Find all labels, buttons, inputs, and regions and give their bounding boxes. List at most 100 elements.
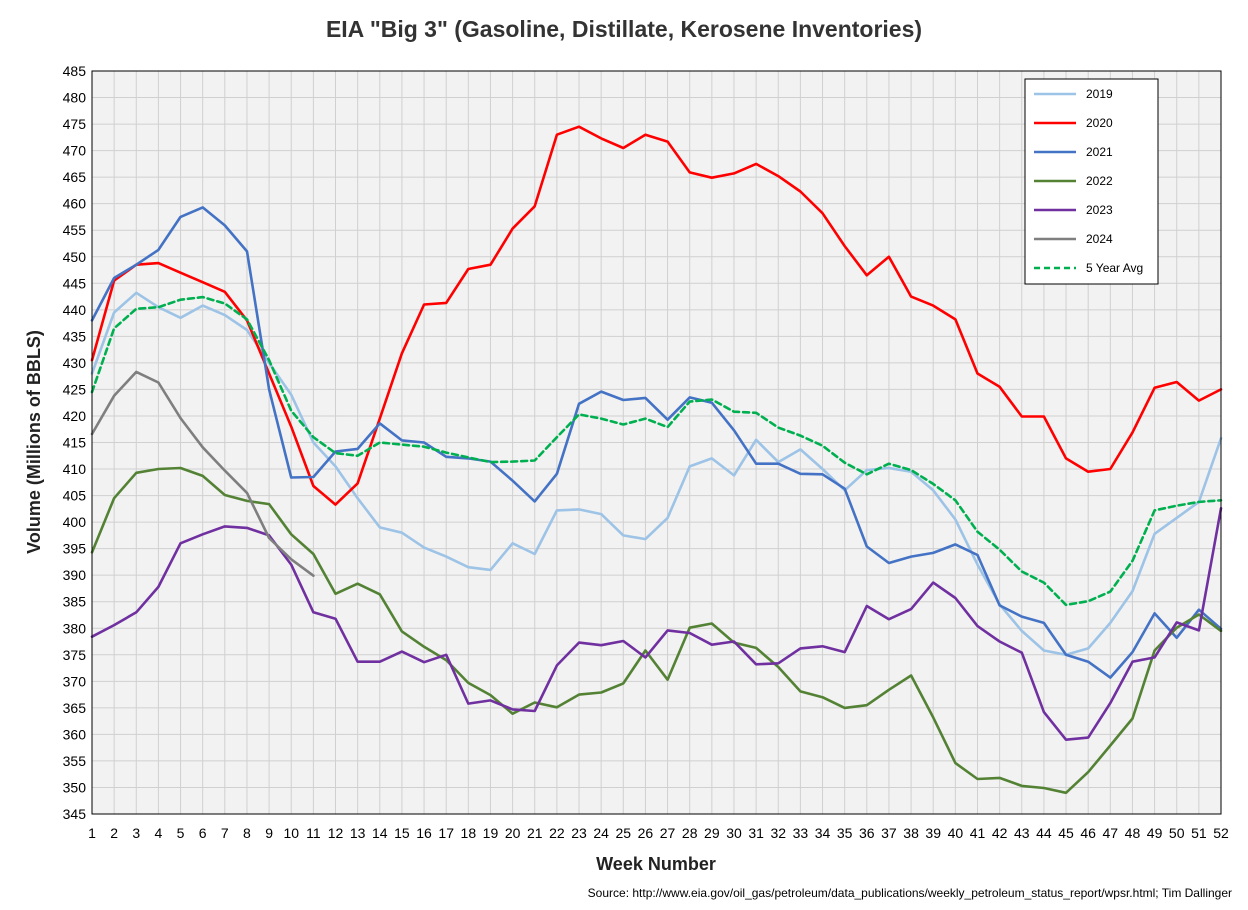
y-tick-label: 400 — [63, 514, 87, 530]
y-tick-label: 475 — [63, 116, 87, 132]
x-tick-label: 51 — [1191, 825, 1207, 841]
x-tick-labels: 1 2 3 4 5 6 7 8 9 10 11 12 13 14 15 16 17 18 19 20 21 22 23 24 2… — [88, 825, 1229, 841]
y-tick-label: 445 — [63, 275, 87, 291]
y-tick-label: 470 — [63, 143, 87, 159]
x-tick-label: 1 — [88, 825, 96, 841]
x-tick-label: 16 — [416, 825, 432, 841]
x-tick-label: 35 — [837, 825, 853, 841]
y-tick-label: 415 — [63, 435, 87, 451]
x-tick-label: 37 — [881, 825, 897, 841]
chart-title: EIA "Big 3" (Gasoline, Distillate, Keros… — [325, 16, 923, 42]
x-tick-label: 28 — [682, 825, 698, 841]
y-tick-label: 390 — [63, 567, 87, 583]
series-line-2022 — [90, 466, 1223, 795]
series-line-5-year-avg — [90, 295, 1223, 607]
x-tick-label: 23 — [571, 825, 587, 841]
x-tick-label: 4 — [155, 825, 163, 841]
y-tick-label: 380 — [63, 620, 87, 636]
y-tick-label: 395 — [63, 541, 87, 557]
x-tick-label: 31 — [748, 825, 764, 841]
series-lines — [90, 125, 1223, 795]
x-tick-label: 20 — [505, 825, 521, 841]
y-tick-label: 435 — [63, 328, 87, 344]
y-tick-label: 430 — [63, 355, 87, 371]
x-tick-label: 48 — [1125, 825, 1141, 841]
y-tick-label: 455 — [63, 222, 87, 238]
x-tick-label: 27 — [660, 825, 676, 841]
x-tick-label: 5 — [177, 825, 185, 841]
y-tick-label: 345 — [63, 806, 87, 822]
x-tick-label: 21 — [527, 825, 543, 841]
x-tick-label: 44 — [1036, 825, 1052, 841]
x-tick-label: 39 — [925, 825, 941, 841]
x-tick-label: 36 — [859, 825, 875, 841]
x-tick-label: 34 — [815, 825, 831, 841]
x-tick-label: 13 — [350, 825, 366, 841]
x-tick-label: 10 — [283, 825, 299, 841]
x-tick-label: 46 — [1080, 825, 1096, 841]
y-axis-title: Volume (Millions of BBLS) — [24, 330, 44, 554]
x-tick-label: 3 — [132, 825, 140, 841]
series-line-2021 — [90, 206, 1223, 679]
x-tick-label: 18 — [461, 825, 477, 841]
legend-label: 2020 — [1086, 116, 1113, 130]
y-tick-label: 375 — [63, 647, 87, 663]
x-axis-title: Week Number — [596, 854, 716, 874]
x-tick-label: 12 — [328, 825, 344, 841]
x-tick-label: 8 — [243, 825, 251, 841]
x-tick-label: 29 — [704, 825, 720, 841]
x-tick-label: 15 — [394, 825, 410, 841]
y-tick-label: 410 — [63, 461, 87, 477]
series-line-2019 — [90, 291, 1223, 657]
x-tick-label: 7 — [221, 825, 229, 841]
y-tick-label: 420 — [63, 408, 87, 424]
x-tick-label: 9 — [265, 825, 273, 841]
x-tick-label: 19 — [483, 825, 499, 841]
y-tick-label: 485 — [63, 63, 87, 79]
x-tick-label: 50 — [1169, 825, 1185, 841]
grid-lines — [91, 70, 1222, 815]
source-note: Source: http://www.eia.gov/oil_gas/petro… — [587, 886, 1232, 900]
y-tick-label: 425 — [63, 381, 87, 397]
x-tick-label: 26 — [638, 825, 654, 841]
legend-label: 2019 — [1086, 87, 1113, 101]
y-tick-labels: 345 350 355 360 365 370 375 380 385 390 395 400 405 4… — [63, 63, 87, 822]
x-tick-label: 14 — [372, 825, 388, 841]
series-line-2024 — [90, 370, 315, 578]
y-tick-label: 350 — [63, 779, 87, 795]
legend: 2019 2020 2021 2022 2023 2024 5 Year Avg — [1024, 78, 1159, 285]
x-tick-label: 32 — [770, 825, 786, 841]
y-tick-label: 465 — [63, 169, 87, 185]
y-tick-label: 450 — [63, 249, 87, 265]
x-tick-label: 45 — [1058, 825, 1074, 841]
x-tick-label: 41 — [970, 825, 986, 841]
x-tick-label: 42 — [992, 825, 1008, 841]
x-tick-label: 47 — [1103, 825, 1119, 841]
y-tick-label: 360 — [63, 726, 87, 742]
plot-border — [91, 70, 1222, 815]
series-line-2020 — [90, 125, 1223, 506]
legend-label: 2023 — [1086, 203, 1113, 217]
y-tick-label: 365 — [63, 700, 87, 716]
y-tick-label: 460 — [63, 196, 87, 212]
y-tick-label: 405 — [63, 488, 87, 504]
x-tick-label: 30 — [726, 825, 742, 841]
x-tick-label: 6 — [199, 825, 207, 841]
legend-label: 2024 — [1086, 232, 1113, 246]
legend-label: 2021 — [1086, 145, 1113, 159]
x-tick-label: 2 — [110, 825, 118, 841]
y-tick-label: 355 — [63, 753, 87, 769]
y-tick-label: 480 — [63, 90, 87, 106]
x-tick-label: 24 — [593, 825, 609, 841]
x-tick-label: 52 — [1213, 825, 1229, 841]
x-tick-label: 11 — [306, 825, 321, 841]
x-tick-label: 38 — [903, 825, 919, 841]
y-tick-label: 385 — [63, 594, 87, 610]
legend-label: 2022 — [1086, 174, 1113, 188]
x-tick-label: 49 — [1147, 825, 1163, 841]
x-tick-label: 40 — [948, 825, 964, 841]
x-tick-label: 17 — [438, 825, 454, 841]
x-tick-label: 25 — [616, 825, 632, 841]
x-tick-label: 33 — [793, 825, 809, 841]
